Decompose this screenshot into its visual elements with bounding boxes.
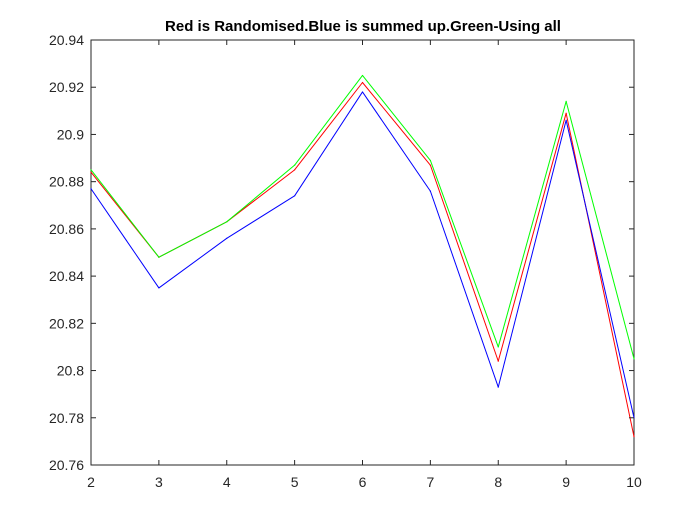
y-tick-label: 20.76 [49, 457, 84, 473]
series-2-point [90, 169, 92, 171]
series-2-point [226, 221, 228, 223]
series-0-point [565, 112, 567, 114]
series-1-point [361, 91, 364, 93]
series-0-point [633, 436, 635, 438]
series-0-segment [565, 113, 635, 437]
series-1-point [90, 188, 92, 190]
series-2-segment [158, 221, 227, 258]
series-2-segment [565, 101, 635, 359]
series-2-point [429, 159, 431, 162]
y-tick-label: 20.84 [49, 268, 84, 284]
x-tick-label: 4 [223, 474, 231, 490]
series-1-point [565, 119, 567, 121]
x-tick-label: 8 [494, 474, 502, 490]
y-tick-label: 20.86 [49, 221, 84, 237]
series-2-segment [497, 101, 567, 348]
x-tick-label: 2 [87, 474, 95, 490]
series-2-point [633, 358, 635, 360]
series-2-point [294, 164, 296, 166]
series-0-point [361, 81, 364, 84]
series-1-point [226, 237, 228, 239]
series-2-segment [294, 75, 363, 166]
y-tick-label: 20.78 [49, 410, 84, 426]
series-0-segment [429, 164, 499, 362]
y-tick-label: 20.88 [49, 174, 84, 190]
series-2-point [497, 346, 499, 348]
series-1-point [158, 287, 160, 289]
series-1-point [294, 195, 296, 197]
series-2 [90, 74, 635, 360]
series-1-segment [497, 120, 567, 388]
series-2-segment [362, 75, 431, 161]
x-tick-label: 6 [359, 474, 367, 490]
x-tick-label: 9 [562, 474, 570, 490]
series-1-segment [158, 237, 228, 289]
series-2-segment [226, 164, 295, 223]
series-layer [90, 74, 635, 438]
series-1-point [429, 190, 431, 192]
series-0-point [497, 360, 499, 362]
series-1-segment [429, 190, 499, 388]
y-tick-label: 20.9 [57, 126, 84, 142]
series-1-segment [226, 195, 295, 239]
y-tick-label: 20.94 [49, 32, 84, 48]
x-tick-label: 10 [626, 474, 642, 490]
series-0 [90, 81, 635, 438]
chart-title: Red is Randomised.Blue is summed up.Gree… [165, 18, 561, 35]
series-0-point [429, 164, 431, 166]
series-0-segment [226, 169, 295, 223]
y-tick-label: 20.82 [49, 315, 84, 331]
x-tick-label: 7 [426, 474, 434, 490]
series-2-point [361, 74, 364, 77]
y-tick-label: 20.8 [57, 363, 84, 379]
plot-area [90, 39, 635, 466]
series-0-segment [362, 82, 431, 166]
x-tick-label: 5 [291, 474, 299, 490]
series-2-segment [90, 169, 160, 258]
series-0-segment [497, 113, 567, 362]
x-tick-label: 3 [155, 474, 163, 490]
y-tick-label: 20.92 [49, 79, 84, 95]
series-0-point [90, 171, 92, 173]
ticks-layer: 2 3 4 5 6 7 8 9 10 20.76 20.78 20.8 20.82 20.84 20.86 2… [49, 32, 642, 490]
series-0-segment [294, 82, 363, 171]
series-2-point [565, 100, 567, 102]
series-1 [90, 91, 635, 419]
series-2-point [158, 256, 160, 258]
series-1-segment [565, 120, 635, 418]
series-1-segment [362, 91, 431, 192]
series-1-segment [294, 91, 363, 197]
series-0-point [294, 169, 296, 171]
series-2-segment [429, 160, 499, 348]
series-1-segment [90, 188, 160, 289]
series-1-point [497, 386, 499, 388]
